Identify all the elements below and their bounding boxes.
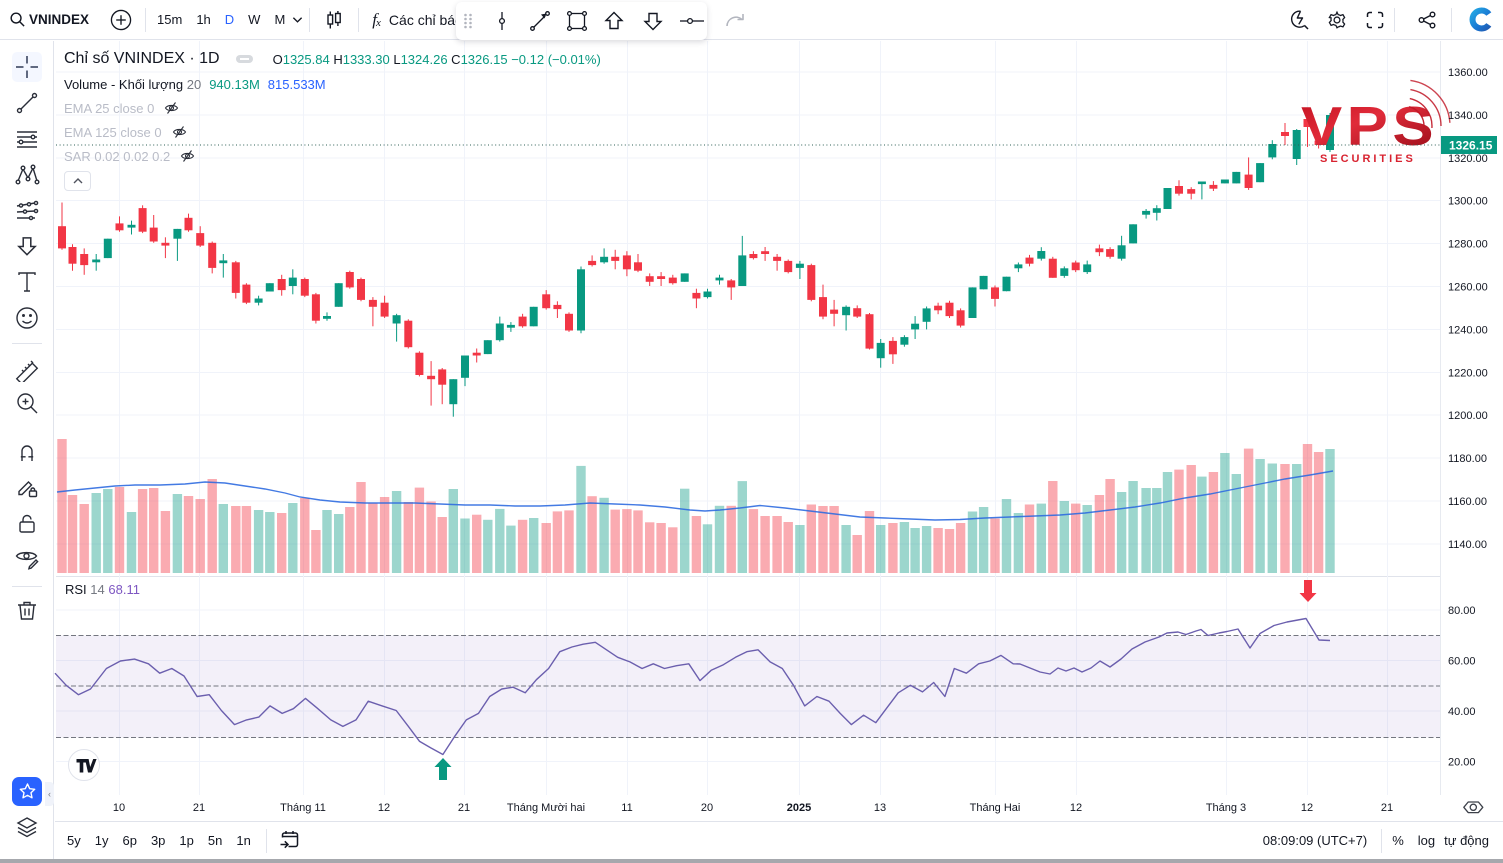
svg-text:20: 20 [701, 802, 713, 814]
svg-text:1300.00: 1300.00 [1448, 196, 1488, 208]
svg-text:1240.00: 1240.00 [1448, 325, 1488, 337]
svg-text:1220.00: 1220.00 [1448, 368, 1488, 380]
svg-text:20.00: 20.00 [1448, 757, 1476, 769]
svg-text:1340.00: 1340.00 [1448, 110, 1488, 122]
svg-text:12: 12 [378, 802, 390, 814]
svg-text:VPS: VPS [1301, 95, 1438, 157]
svg-text:Tháng Mười hai: Tháng Mười hai [507, 802, 585, 814]
svg-text:60.00: 60.00 [1448, 656, 1476, 668]
svg-text:40.00: 40.00 [1448, 706, 1476, 718]
svg-text:13: 13 [874, 802, 886, 814]
svg-text:1360.00: 1360.00 [1448, 67, 1488, 79]
svg-text:21: 21 [1381, 802, 1393, 814]
svg-text:80.00: 80.00 [1448, 605, 1476, 617]
svg-text:1320.00: 1320.00 [1448, 153, 1488, 165]
svg-text:10: 10 [113, 802, 125, 814]
svg-text:11: 11 [621, 802, 632, 814]
svg-text:1180.00: 1180.00 [1448, 453, 1487, 465]
svg-text:12: 12 [1070, 802, 1082, 814]
svg-text:1326.15: 1326.15 [1449, 139, 1493, 153]
svg-text:SECURITIES: SECURITIES [1320, 153, 1417, 165]
svg-text:1200.00: 1200.00 [1448, 410, 1488, 422]
svg-text:Tháng Hai: Tháng Hai [970, 802, 1021, 814]
svg-text:Tháng 3: Tháng 3 [1206, 802, 1246, 814]
svg-text:1260.00: 1260.00 [1448, 282, 1488, 294]
svg-text:12: 12 [1301, 802, 1313, 814]
svg-text:21: 21 [458, 802, 470, 814]
svg-text:Tháng 11: Tháng 11 [280, 802, 326, 814]
svg-text:2025: 2025 [787, 802, 811, 814]
svg-text:21: 21 [193, 802, 205, 814]
svg-text:1280.00: 1280.00 [1448, 239, 1488, 251]
svg-text:RSI 14 68.11: RSI 14 68.11 [65, 582, 140, 597]
svg-text:1160.00: 1160.00 [1448, 496, 1487, 508]
svg-text:1140.00: 1140.00 [1448, 539, 1487, 551]
